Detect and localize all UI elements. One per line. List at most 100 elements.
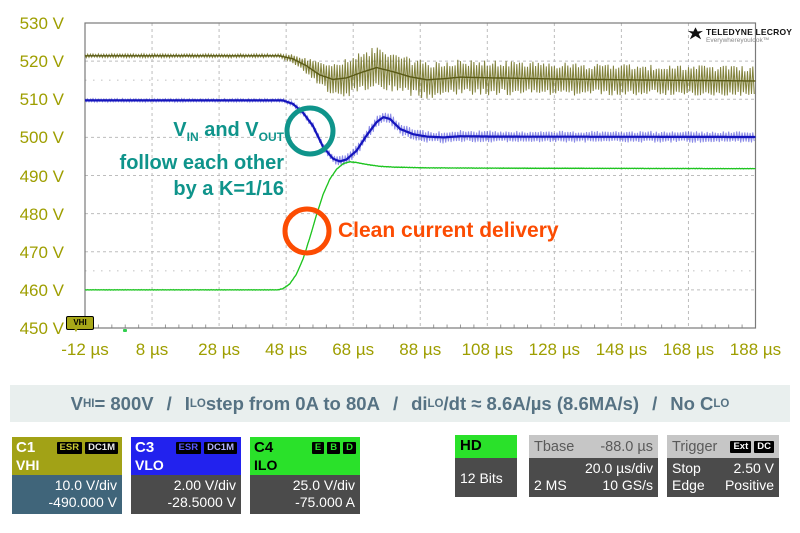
y-tick-label: 510 V bbox=[19, 90, 64, 110]
channel-header-row: C4 E B D bbox=[254, 438, 356, 457]
channel-badge: B bbox=[327, 441, 341, 454]
channel-header-row: C3 ESR DC1M bbox=[135, 438, 237, 457]
channel-badges: ESR DC1M bbox=[175, 441, 237, 454]
summary-text: I bbox=[184, 392, 190, 414]
trigger-mode-row: Stop 2.50 V bbox=[672, 460, 774, 477]
x-tick-label: -12 µs bbox=[61, 340, 109, 359]
channel-header: C1 ESR DC1M VHI bbox=[12, 437, 122, 475]
tbase-label: Tbase bbox=[534, 438, 575, 455]
brand-name: TELEDYNE LECROY bbox=[706, 27, 793, 37]
annotation-vin-vout-subscript: OUT bbox=[258, 130, 284, 144]
c4-zero-marker bbox=[123, 329, 127, 332]
channel-header-row: C1 ESR DC1M bbox=[16, 438, 118, 457]
summary-text: step from 0A to 80A bbox=[205, 392, 380, 414]
trigger-mode: Stop bbox=[672, 460, 701, 476]
y-tick-label: 450 V bbox=[19, 319, 64, 338]
trigger-badge: DC bbox=[754, 440, 774, 453]
summary-bar: V HI = 800V / I LO step from 0A to 80A / di LO /… bbox=[10, 385, 790, 422]
annotation-clean-current: Clean current delivery bbox=[338, 219, 559, 242]
trigger-badge: Ext bbox=[730, 440, 752, 453]
summary-separator: / bbox=[652, 392, 658, 414]
trigger-slope: Positive bbox=[724, 477, 774, 493]
trigger-type-row: Edge Positive bbox=[672, 477, 774, 494]
tbase-rate: 10 GS/s bbox=[602, 477, 653, 493]
tbase-delay: -88.0 µs bbox=[600, 438, 653, 455]
trace-vlo-c3 bbox=[84, 97, 756, 166]
annotation-vin-vout: VIN and VOUT follow each other by a K=1/… bbox=[100, 117, 284, 202]
x-tick-label: 128 µs bbox=[528, 340, 581, 359]
y-tick-label: 470 V bbox=[19, 242, 64, 262]
hd-header: HD bbox=[455, 435, 517, 458]
annotation-vin-vout-text: V bbox=[173, 119, 187, 141]
brand-logo: TELEDYNE LECROY Everywhereyoulook™ bbox=[688, 27, 792, 44]
summary-subscript: LO bbox=[713, 397, 730, 410]
summary-text: = 800V bbox=[94, 392, 154, 414]
y-tick-label: 500 V bbox=[19, 128, 64, 148]
x-tick-label: 88 µs bbox=[399, 340, 442, 359]
teal-circle-annotation bbox=[284, 105, 336, 157]
trigger-header: Trigger Ext DC bbox=[667, 435, 779, 458]
brand-tagline: Everywhereyoulook™ bbox=[706, 37, 770, 44]
channel-header: C4 E B D ILO bbox=[250, 437, 360, 475]
summary-text: V bbox=[70, 392, 83, 414]
channel-box-c1[interactable]: C1 ESR DC1M VHI 10.0 V/div -490.000 V bbox=[12, 437, 122, 514]
channel-box-c3[interactable]: C3 ESR DC1M VLO 2.00 V/div -28.5000 V bbox=[131, 437, 241, 514]
annotation-vin-vout-text: and V bbox=[198, 119, 259, 141]
channel-body: 10.0 V/div -490.000 V bbox=[12, 475, 122, 514]
annotation-vin-vout-subscript: IN bbox=[186, 130, 199, 144]
channel-badge: ESR bbox=[56, 441, 83, 454]
trigger-badges: Ext DC bbox=[730, 440, 774, 453]
tbase-header: Tbase -88.0 µs bbox=[529, 435, 658, 458]
summary-separator: / bbox=[166, 392, 172, 414]
hd-box[interactable]: HD 12 Bits bbox=[455, 435, 517, 497]
x-tick-label: 108 µs bbox=[461, 340, 513, 359]
annotation-vin-vout-line1: VIN and VOUT bbox=[100, 117, 284, 150]
channel-label: VHI bbox=[16, 457, 40, 473]
channel-label: VLO bbox=[135, 457, 164, 473]
channel-body: 2.00 V/div -28.5000 V bbox=[131, 475, 241, 514]
channel-badge: ESR bbox=[175, 441, 202, 454]
channel-id: C4 bbox=[254, 439, 274, 456]
waveform-plot bbox=[84, 22, 757, 329]
trigger-box[interactable]: Trigger Ext DC Stop 2.50 V Edge Positive bbox=[667, 435, 779, 497]
x-tick-label: 168 µs bbox=[662, 340, 715, 359]
x-tick-label: 188 µs bbox=[729, 340, 782, 359]
channel-offset: -490.000 V bbox=[48, 494, 118, 510]
channel-body: 25.0 V/div -75.000 A bbox=[250, 475, 360, 514]
y-tick-label: 490 V bbox=[19, 166, 64, 186]
trigger-level: 2.50 V bbox=[733, 460, 774, 476]
x-tick-label: 28 µs bbox=[198, 340, 241, 359]
summary-subscript: LO bbox=[189, 397, 206, 410]
channel-box-c4[interactable]: C4 E B D ILO 25.0 V/div -75.000 A bbox=[250, 437, 360, 514]
tbase-box[interactable]: Tbase -88.0 µs 20.0 µs/div 2 MS 10 GS/s bbox=[529, 435, 658, 497]
channel-scale: 25.0 V/div bbox=[292, 477, 355, 493]
annotation-vin-vout-line3: by a K=1/16 bbox=[173, 178, 284, 200]
channel-badges: ESR DC1M bbox=[56, 441, 118, 454]
summary-text: di bbox=[411, 392, 428, 414]
teledyne-logo-icon bbox=[688, 27, 703, 40]
summary-separator: / bbox=[392, 392, 399, 414]
hd-body: 12 Bits bbox=[455, 458, 517, 497]
trace-ilo-c4 bbox=[84, 160, 756, 291]
x-tick-label: 48 µs bbox=[265, 340, 308, 359]
x-tick-label: 68 µs bbox=[332, 340, 375, 359]
channel-scale: 2.00 V/div bbox=[173, 477, 236, 493]
annotation-vin-vout-line2: follow each other bbox=[119, 152, 284, 174]
channel-badge: E bbox=[311, 441, 325, 454]
tbase-body: 20.0 µs/div 2 MS 10 GS/s bbox=[529, 458, 658, 497]
x-tick-label: 148 µs bbox=[595, 340, 648, 359]
trigger-body: Stop 2.50 V Edge Positive bbox=[667, 458, 779, 497]
c1-offset-arrow-icon: ▼ bbox=[72, 325, 80, 334]
summary-subscript: LO bbox=[427, 397, 444, 410]
y-tick-label: 520 V bbox=[19, 52, 64, 72]
orange-circle-annotation bbox=[282, 206, 332, 256]
channel-badge: DC1M bbox=[85, 441, 118, 454]
summary-subscript: HI bbox=[82, 397, 95, 410]
channel-badge: D bbox=[343, 441, 356, 454]
c1-zero-marker-badge: VHI bbox=[66, 316, 94, 330]
x-tick-label: 8 µs bbox=[135, 340, 169, 359]
channel-id: C1 bbox=[16, 439, 36, 456]
channel-badge: DC1M bbox=[204, 441, 237, 454]
